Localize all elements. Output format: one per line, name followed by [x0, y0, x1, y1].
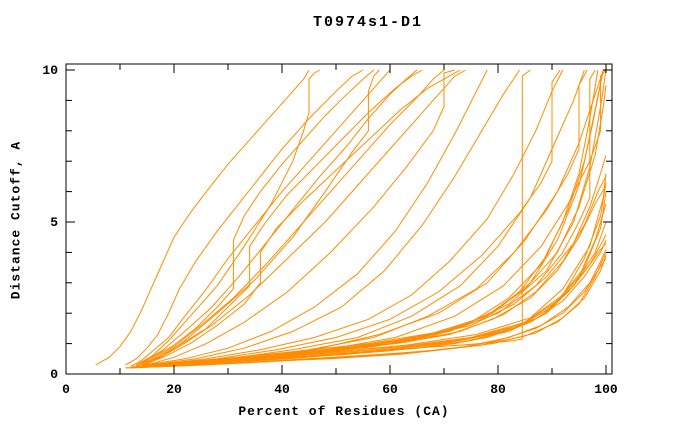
model-curve: [135, 69, 445, 367]
y-tick-label: 5: [50, 215, 58, 230]
model-curve: [135, 69, 321, 366]
model-curve: [130, 69, 391, 367]
model-curve: [125, 258, 607, 369]
model-curve: [146, 191, 607, 366]
model-curve: [146, 182, 607, 366]
plot-frame: [65, 63, 613, 375]
model-curve: [157, 69, 564, 366]
chart-title: T0974s1-D1: [312, 14, 424, 31]
x-tick-label: 40: [274, 382, 290, 397]
model-curve: [146, 69, 455, 366]
model-curve: [146, 69, 488, 366]
model-curve: [146, 154, 607, 366]
model-curve: [136, 239, 607, 367]
x-tick-label: 0: [62, 382, 70, 397]
x-tick-label: 60: [382, 382, 398, 397]
y-tick-label: 0: [50, 367, 58, 382]
model-curve: [168, 69, 585, 366]
model-curve: [152, 85, 607, 366]
model-curve: [173, 69, 604, 366]
model-curve: [173, 69, 588, 366]
x-tick-label: 80: [490, 382, 506, 397]
model-curve: [141, 69, 380, 366]
x-tick-label: 100: [594, 382, 618, 397]
model-curve: [141, 69, 423, 366]
model-curve: [125, 69, 364, 366]
model-curve: [141, 69, 461, 366]
model-curve: [141, 69, 466, 367]
model-curve: [152, 69, 521, 366]
model-curve: [157, 69, 604, 366]
y-tick-label: 10: [42, 63, 58, 78]
model-curve: [95, 69, 310, 366]
model-curve: [163, 69, 604, 366]
model-curve: [136, 185, 607, 367]
model-curve: [141, 176, 607, 367]
model-curve: [141, 221, 607, 367]
model-curve: [135, 69, 375, 366]
x-tick-label: 20: [166, 382, 182, 397]
x-axis-label: Percent of Residues (CA): [238, 404, 450, 419]
model-curve: [135, 69, 418, 367]
